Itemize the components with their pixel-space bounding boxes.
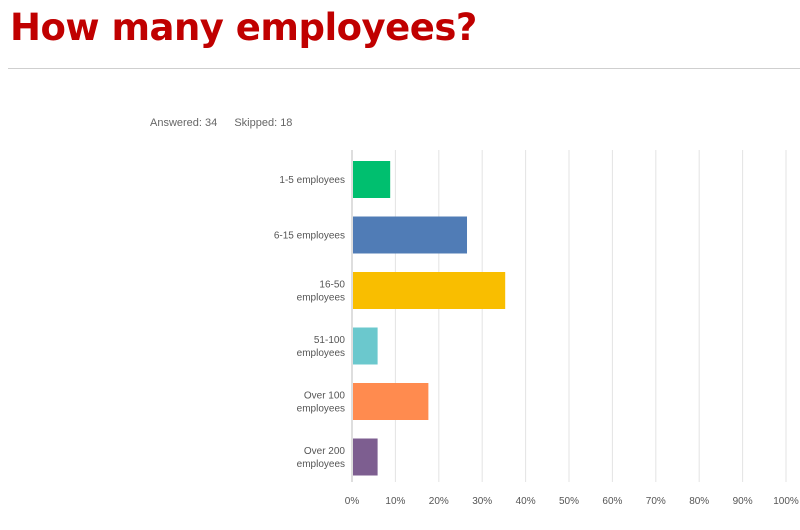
x-tick-label: 100% xyxy=(773,496,799,507)
chart-bars xyxy=(353,161,506,476)
category-label: Over 100 employees xyxy=(297,391,346,415)
bar xyxy=(353,383,429,420)
x-tick-label: 0% xyxy=(345,496,360,507)
chart-gridlines xyxy=(351,150,787,482)
bar xyxy=(353,438,378,476)
title-divider xyxy=(8,68,800,69)
bar xyxy=(353,272,506,309)
answered-count: Answered: 34 xyxy=(150,117,218,129)
x-tick-label: 80% xyxy=(689,496,709,507)
x-tick-label: 40% xyxy=(516,496,536,507)
bar xyxy=(353,216,468,254)
x-tick-label: 10% xyxy=(385,496,405,507)
x-tick-label: 60% xyxy=(602,496,622,507)
x-tick-label: 90% xyxy=(733,496,753,507)
bar xyxy=(353,327,378,365)
category-label: 1-5 employees xyxy=(279,175,345,186)
x-tick-label: 70% xyxy=(646,496,666,507)
x-axis-ticks: 0% 10% 20% 30% 40% 50% 60% 70% 80% 90% 100% xyxy=(345,496,799,507)
category-label: 16-50 employees xyxy=(297,280,346,304)
category-label: 51-100 employees xyxy=(297,335,346,359)
bar xyxy=(353,161,391,198)
skipped-count: Skipped: 18 xyxy=(234,117,293,129)
category-label: Over 200 employees xyxy=(297,446,346,470)
category-labels: 1-5 employees 6-15 employees 16-50 employee… xyxy=(274,175,346,470)
x-tick-label: 50% xyxy=(559,496,579,507)
category-label: 6-15 employees xyxy=(274,231,345,242)
page-title: How many employees? xyxy=(10,6,477,49)
x-tick-label: 20% xyxy=(429,496,449,507)
response-summary: Answered: 34 Skipped: 18 xyxy=(150,117,306,129)
x-tick-label: 30% xyxy=(472,496,492,507)
